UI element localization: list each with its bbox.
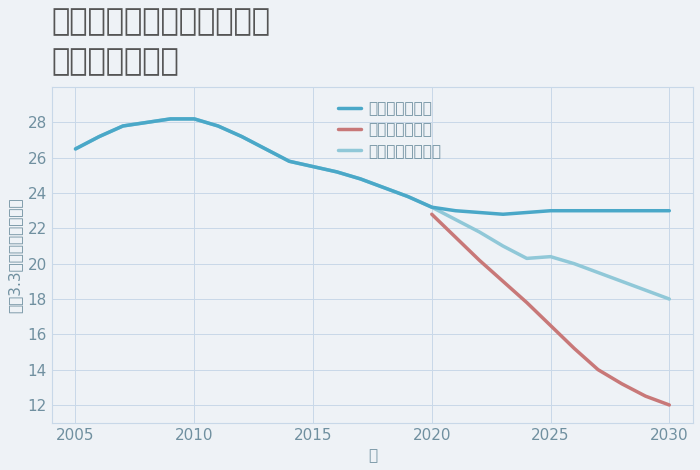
ノーマルシナリオ — [452, 217, 460, 222]
ノーマルシナリオ — [617, 279, 626, 284]
ノーマルシナリオ — [261, 146, 270, 152]
グッドシナリオ — [641, 208, 650, 213]
グッドシナリオ — [475, 210, 484, 215]
グッドシナリオ — [523, 210, 531, 215]
グッドシナリオ — [237, 134, 246, 140]
グッドシナリオ — [309, 164, 317, 169]
バッドシナリオ — [570, 345, 578, 351]
ノーマルシナリオ — [665, 296, 673, 302]
ノーマルシナリオ — [190, 116, 199, 122]
ノーマルシナリオ — [332, 169, 341, 175]
ノーマルシナリオ — [499, 243, 508, 249]
グッドシナリオ — [428, 204, 436, 210]
グッドシナリオ — [167, 116, 175, 122]
バッドシナリオ — [617, 381, 626, 387]
Line: バッドシナリオ: バッドシナリオ — [432, 214, 669, 405]
グッドシナリオ — [665, 208, 673, 213]
Legend: グッドシナリオ, バッドシナリオ, ノーマルシナリオ: グッドシナリオ, バッドシナリオ, ノーマルシナリオ — [338, 102, 442, 159]
グッドシナリオ — [594, 208, 602, 213]
グッドシナリオ — [356, 176, 365, 182]
ノーマルシナリオ — [594, 270, 602, 275]
ノーマルシナリオ — [641, 287, 650, 293]
バッドシナリオ — [499, 279, 508, 284]
グッドシナリオ — [95, 134, 104, 140]
バッドシナリオ — [523, 300, 531, 306]
バッドシナリオ — [428, 212, 436, 217]
ノーマルシナリオ — [475, 229, 484, 235]
Line: ノーマルシナリオ: ノーマルシナリオ — [76, 119, 669, 299]
グッドシナリオ — [71, 146, 80, 152]
ノーマルシナリオ — [356, 176, 365, 182]
グッドシナリオ — [499, 212, 508, 217]
ノーマルシナリオ — [546, 254, 554, 259]
グッドシナリオ — [261, 146, 270, 152]
Line: グッドシナリオ: グッドシナリオ — [76, 119, 669, 214]
ノーマルシナリオ — [285, 158, 293, 164]
グッドシナリオ — [617, 208, 626, 213]
X-axis label: 年: 年 — [368, 448, 377, 463]
Text: 兵庫県姫路市飾磨区高町の
土地の価格推移: 兵庫県姫路市飾磨区高町の 土地の価格推移 — [52, 7, 271, 77]
ノーマルシナリオ — [309, 164, 317, 169]
ノーマルシナリオ — [71, 146, 80, 152]
バッドシナリオ — [665, 402, 673, 408]
グッドシナリオ — [214, 123, 222, 129]
ノーマルシナリオ — [167, 116, 175, 122]
ノーマルシナリオ — [95, 134, 104, 140]
ノーマルシナリオ — [570, 261, 578, 266]
ノーマルシナリオ — [404, 194, 412, 199]
グッドシナリオ — [143, 119, 151, 125]
グッドシナリオ — [546, 208, 554, 213]
グッドシナリオ — [119, 123, 127, 129]
ノーマルシナリオ — [237, 134, 246, 140]
グッドシナリオ — [452, 208, 460, 213]
ノーマルシナリオ — [380, 185, 389, 191]
ノーマルシナリオ — [428, 204, 436, 210]
グッドシナリオ — [380, 185, 389, 191]
ノーマルシナリオ — [119, 123, 127, 129]
バッドシナリオ — [452, 235, 460, 240]
グッドシナリオ — [190, 116, 199, 122]
ノーマルシナリオ — [214, 123, 222, 129]
バッドシナリオ — [475, 258, 484, 263]
バッドシナリオ — [641, 393, 650, 399]
バッドシナリオ — [546, 323, 554, 329]
グッドシナリオ — [332, 169, 341, 175]
Y-axis label: 坪（3.3㎡）単価（万円）: 坪（3.3㎡）単価（万円） — [7, 197, 22, 313]
ノーマルシナリオ — [143, 119, 151, 125]
グッドシナリオ — [570, 208, 578, 213]
バッドシナリオ — [594, 367, 602, 373]
ノーマルシナリオ — [523, 256, 531, 261]
グッドシナリオ — [285, 158, 293, 164]
グッドシナリオ — [404, 194, 412, 199]
